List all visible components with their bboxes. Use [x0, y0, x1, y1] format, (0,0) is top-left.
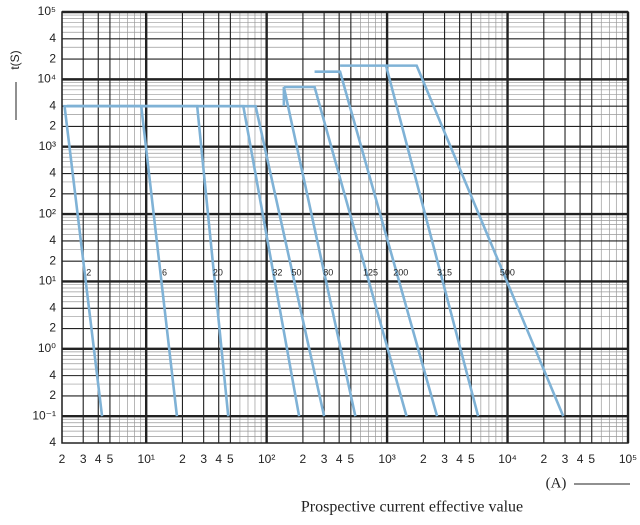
x-tick-label: 5 [468, 452, 475, 466]
y-tick-label: 10⁻¹ [32, 408, 56, 422]
x-tick-label: 5 [227, 452, 234, 466]
x-tick-label: 4 [577, 452, 584, 466]
curve-label: 125 [363, 267, 378, 277]
curve-label: 315 [437, 267, 452, 277]
curve-label: 20 [213, 267, 223, 277]
curve-label: 50 [291, 267, 301, 277]
curve-label: 200 [393, 267, 408, 277]
y-tick-label: 10² [39, 206, 56, 220]
curve-label: 32 [272, 267, 282, 277]
x-tick-label: 2 [300, 452, 307, 466]
x-tick-label: 5 [347, 452, 354, 466]
y-tick-label: 10⁰ [38, 341, 56, 355]
y-tick-label: 4 [49, 166, 56, 180]
y-tick-label: 10¹ [39, 274, 56, 288]
y-axis-title: t(S) [8, 50, 22, 69]
x-tick-label: 4 [95, 452, 102, 466]
curve-label: 80 [323, 267, 333, 277]
curve [314, 70, 439, 417]
curve [63, 104, 104, 417]
curve [386, 64, 565, 417]
x-tick-label: 10³ [378, 452, 395, 466]
y-tick-label: 4 [49, 233, 56, 247]
x-tick-label: 3 [562, 452, 569, 466]
curve [283, 85, 408, 417]
y-tick-label: 10³ [39, 139, 56, 153]
x-tick-label: 5 [588, 452, 595, 466]
y-tick-label: 2 [49, 51, 56, 65]
x-tick-label: 10² [258, 452, 275, 466]
y-tick-label: 4 [49, 300, 56, 314]
plot-frame [61, 11, 629, 444]
y-tick-label: 4 [49, 368, 56, 382]
x-tick-label: 10¹ [138, 452, 155, 466]
x-tick-label: 2 [420, 452, 427, 466]
curve [66, 104, 326, 417]
x-tick-label: 4 [215, 452, 222, 466]
y-tick-label: 2 [49, 321, 56, 335]
y-tick-label: 4 [49, 98, 56, 112]
x-tick-label: 2 [540, 452, 547, 466]
x-tick-label: 3 [441, 452, 448, 466]
x-tick-label: 4 [336, 452, 343, 466]
x-tick-label: 5 [107, 452, 114, 466]
x-tick-label: 3 [80, 452, 87, 466]
x-axis-title: Prospective current effective value [301, 499, 523, 516]
curve-label: 6 [162, 267, 167, 277]
x-tick-label: 3 [321, 452, 328, 466]
x-tick-label: 2 [179, 452, 186, 466]
y-tick-label: 10⁵ [38, 4, 56, 18]
x-tick-label: 2 [59, 452, 66, 466]
y-tick-label: 2 [49, 388, 56, 402]
x-tick-label: 10⁵ [619, 452, 637, 466]
x-tick-label: 10⁴ [498, 452, 517, 466]
x-axis-unit: (A) [546, 475, 567, 491]
curve-label: 500 [500, 267, 515, 277]
y-tick-label: 4 [49, 31, 56, 45]
y-tick-label: 2 [49, 253, 56, 267]
y-tick-label: 2 [49, 186, 56, 200]
y-tick-label: 2 [49, 119, 56, 133]
x-tick-label: 3 [200, 452, 207, 466]
y-tick-label: 10⁴ [37, 72, 56, 86]
curve-label: 2 [86, 267, 91, 277]
x-tick-label: 4 [456, 452, 463, 466]
curve [340, 64, 480, 417]
y-tick-label: 4 [49, 435, 56, 449]
